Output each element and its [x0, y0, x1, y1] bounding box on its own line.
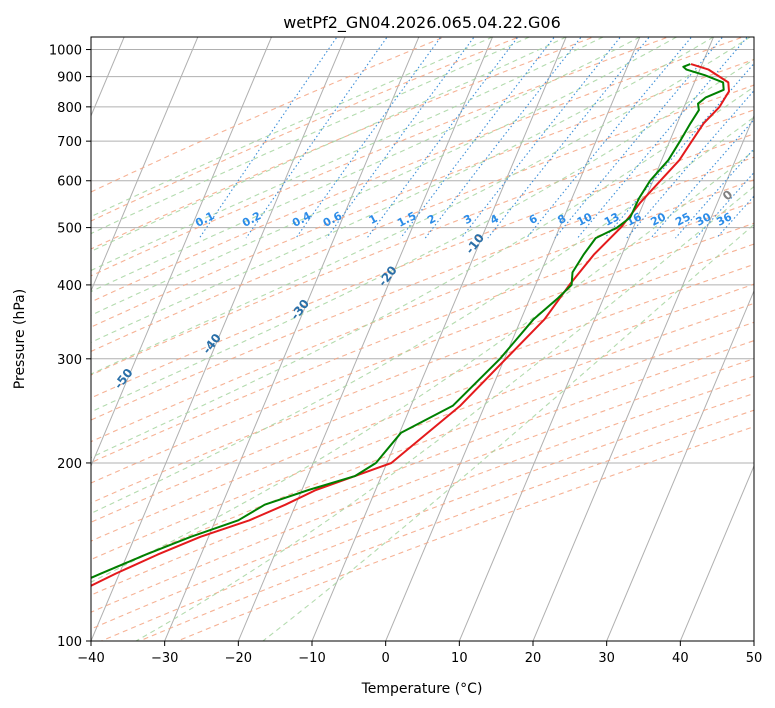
- x-tick-label: −20: [225, 651, 252, 666]
- mixing-ratio-label: 36: [714, 210, 734, 229]
- isotherm-line: [606, 289, 754, 641]
- temperature-profile: [91, 63, 730, 587]
- mixing-ratio-line: [650, 118, 754, 239]
- mixing-ratio-label: 10: [575, 210, 595, 229]
- moist-adiabat-line: [135, 185, 754, 641]
- dry-adiabat-line: [91, 37, 446, 193]
- x-tick-label: 50: [746, 651, 763, 666]
- isotherm-line: [311, 37, 567, 641]
- axes: −40 −30 −20 −10 0 10 20 30 40 50 100 200 300 400 500 60…: [49, 44, 762, 666]
- y-tick-label: 100: [57, 635, 82, 650]
- dry-adiabat-line: [91, 358, 754, 613]
- plot-area: 0.10.20.40.611.52346810131620253036-100-…: [91, 37, 773, 641]
- x-tick-label: 30: [598, 651, 615, 666]
- isobar-lines: [91, 49, 754, 641]
- plot-frame: [90, 36, 755, 642]
- x-tick-label: −10: [298, 651, 325, 666]
- moist-adiabat-label: 10: [751, 146, 773, 167]
- y-tick-label: 1000: [49, 44, 82, 59]
- dry-adiabat-line: [91, 201, 754, 464]
- dry-adiabat-line: [91, 243, 754, 504]
- dry-adiabat-line: [91, 37, 670, 277]
- mixing-ratio-line: [487, 37, 651, 239]
- x-tick-label: 10: [451, 651, 468, 666]
- moist-adiabat-line: [91, 37, 641, 293]
- y-tick-label: 600: [57, 175, 82, 190]
- dry-adiabat-line: [91, 156, 754, 421]
- dry-adiabat-line: [91, 37, 521, 222]
- isotherm-line: [237, 37, 493, 641]
- mixing-ratio-label: 25: [673, 210, 693, 229]
- isotherm-line: [385, 37, 641, 641]
- moist-adiabat-line: [91, 37, 493, 218]
- y-tick-label: 200: [57, 457, 82, 472]
- x-tick-label: 40: [672, 651, 689, 666]
- isotherm-line: [458, 37, 714, 641]
- moist-adiabat-line: [91, 37, 567, 252]
- mixing-ratio-line: [245, 37, 388, 239]
- mixing-ratio-lines: [198, 37, 754, 239]
- mixing-ratio-label: 20: [648, 210, 668, 229]
- moist-adiabat-line: [91, 86, 754, 459]
- y-tick-label: 700: [57, 135, 82, 150]
- y-tick-label: 400: [57, 279, 82, 294]
- y-tick-label: 300: [57, 353, 82, 368]
- dry-adiabat-line: [91, 133, 754, 399]
- y-axis-label: Pressure (hPa): [12, 289, 28, 389]
- mixing-ratio-line: [526, 37, 693, 239]
- isotherm-line: [164, 37, 420, 641]
- mixing-ratio-line: [460, 37, 622, 239]
- mixing-ratio-line: [400, 37, 556, 239]
- dry-adiabat-lines: [91, 37, 754, 641]
- x-axis-label: Temperature (°C): [361, 681, 483, 697]
- mixing-ratio-label: 13: [602, 210, 622, 229]
- x-tick-label: −30: [151, 651, 178, 666]
- dry-adiabat-line: [91, 302, 754, 561]
- isotherm-line: [532, 114, 754, 641]
- isotherm-line: [91, 37, 272, 468]
- x-tick-label: 0: [382, 651, 390, 666]
- moist-adiabat-line: [91, 37, 530, 235]
- dry-adiabat-line: [91, 58, 754, 328]
- dry-adiabat-line: [91, 321, 754, 579]
- mixing-ratio-label: 16: [624, 210, 644, 229]
- moist-adiabat-lines: [91, 37, 754, 641]
- mixing-ratio-line: [424, 37, 582, 239]
- x-tick-label: 20: [525, 651, 542, 666]
- chart-title: wetPf2_GN04.2026.065.04.22.G06: [283, 13, 561, 33]
- dewpoint-profile: [91, 63, 725, 579]
- mixing-ratio-label: 30: [694, 210, 714, 229]
- y-tick-label: 800: [57, 101, 82, 116]
- isotherm-line: [679, 464, 754, 641]
- isotherm-line: [91, 37, 199, 293]
- dry-adiabat-line: [91, 375, 754, 630]
- mixing-ratio-line: [604, 62, 754, 239]
- y-tick-label: 500: [57, 222, 82, 237]
- moist-adiabat-line: [262, 223, 754, 641]
- mixing-ratio-line: [626, 89, 754, 239]
- sounding-profiles: [91, 63, 730, 587]
- moist-adiabat-line: [91, 37, 714, 343]
- mixing-ratio-line: [554, 37, 724, 239]
- x-tick-label: −40: [77, 651, 104, 666]
- dry-adiabat-line: [91, 37, 745, 303]
- y-tick-label: 900: [57, 71, 82, 86]
- mixing-ratio-line: [577, 37, 749, 239]
- mixing-ratio-line: [295, 37, 442, 239]
- moist-adiabat-line: [91, 37, 604, 272]
- dry-adiabat-line: [91, 263, 754, 523]
